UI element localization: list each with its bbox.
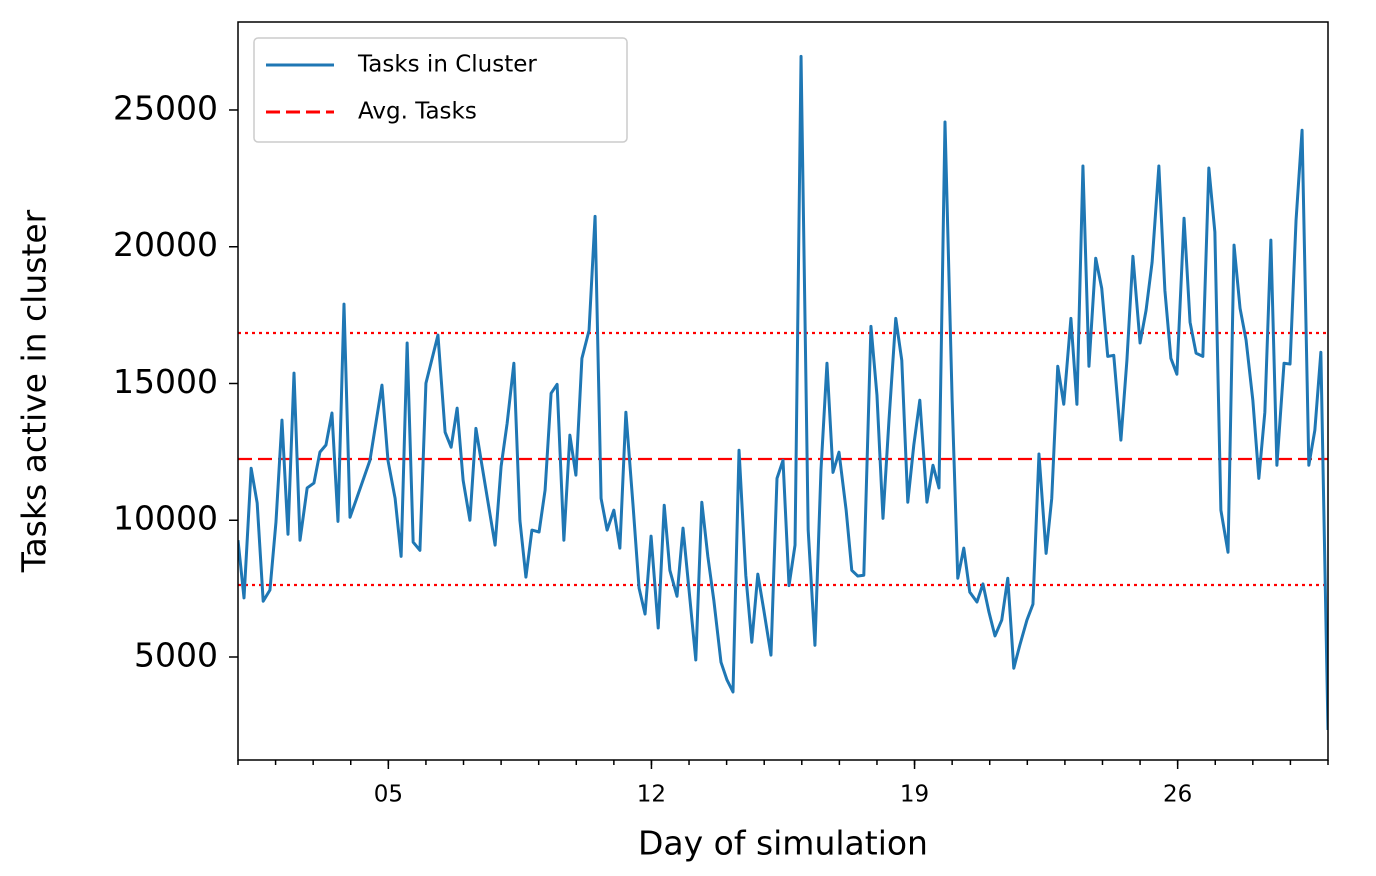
x-tick-label: 12 xyxy=(637,782,666,808)
y-tick-label: 15000 xyxy=(113,362,218,401)
x-axis-label: Day of simulation xyxy=(638,824,928,863)
legend-box xyxy=(253,37,628,143)
y-tick-label: 5000 xyxy=(134,635,218,674)
x-tick-label: 05 xyxy=(374,782,403,808)
legend-label: Tasks in Cluster xyxy=(357,52,537,78)
y-axis-label: Tasks active in cluster xyxy=(15,209,54,573)
x-tick-label: 19 xyxy=(900,782,929,808)
legend-label: Avg. Tasks xyxy=(358,99,477,125)
data-line xyxy=(238,54,1328,731)
plot-frame xyxy=(237,21,1329,761)
y-tick-label: 20000 xyxy=(113,225,218,264)
x-tick-label: 26 xyxy=(1163,782,1192,808)
y-tick-label: 10000 xyxy=(113,499,218,538)
y-tick-label: 25000 xyxy=(113,88,218,127)
